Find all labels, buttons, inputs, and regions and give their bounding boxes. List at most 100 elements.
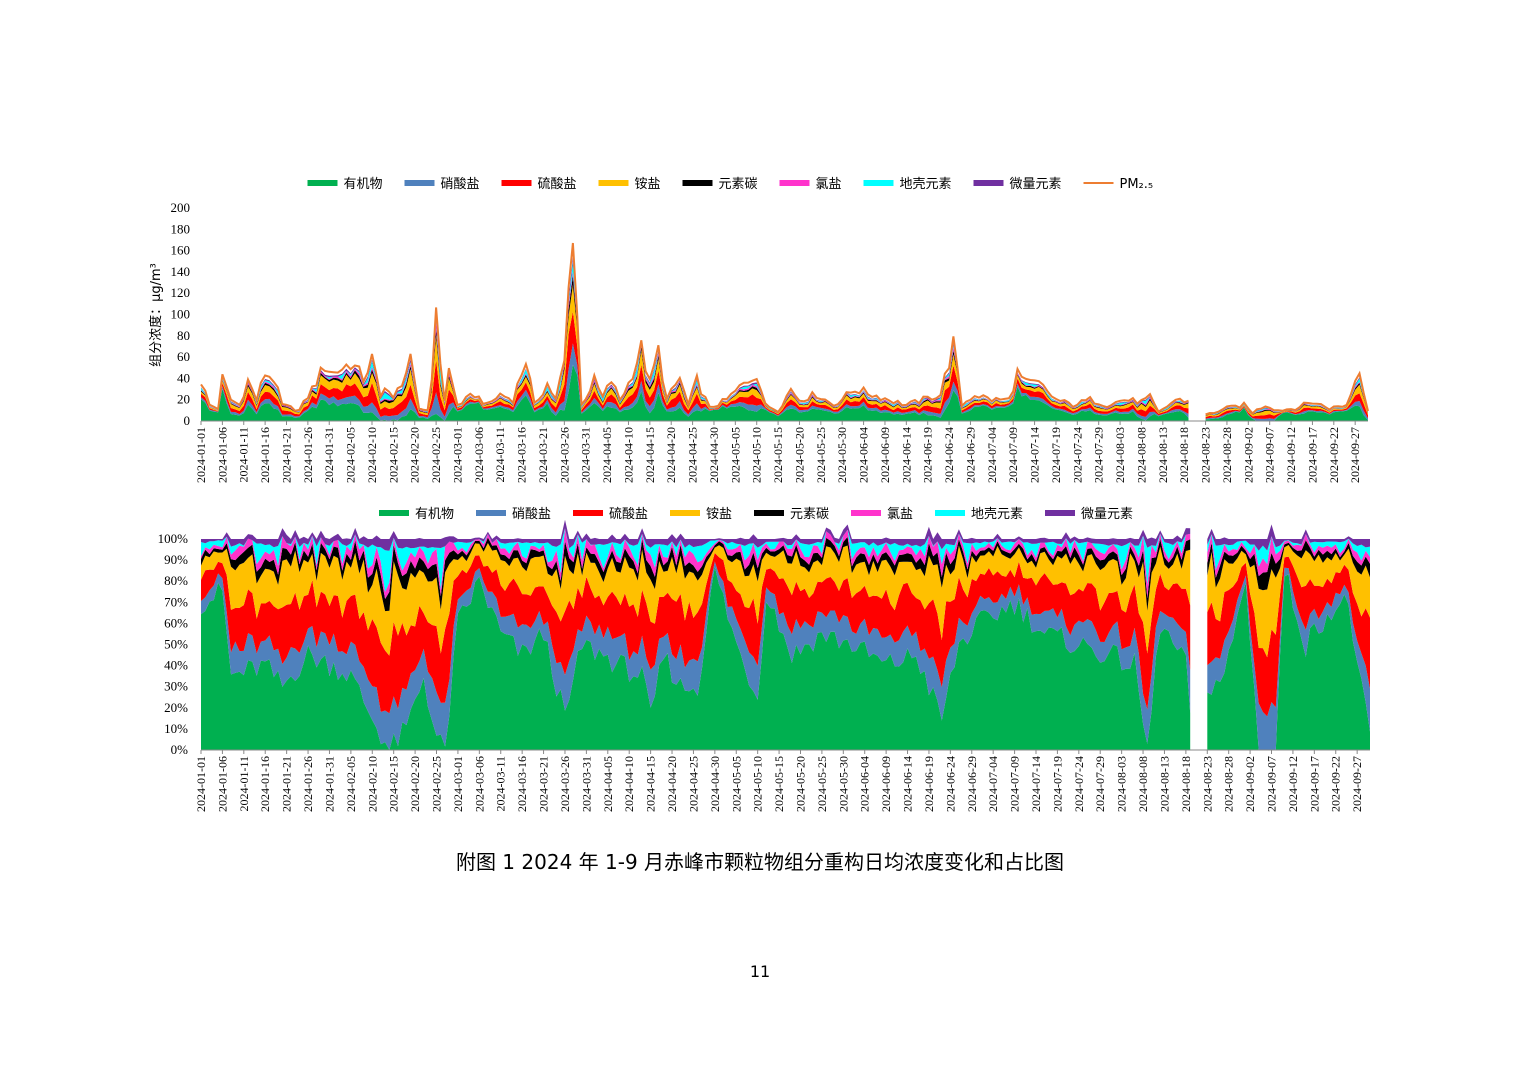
legend-label: 元素碳 — [790, 507, 829, 522]
x-tick-label: 2024-01-06 — [215, 756, 229, 812]
x-tick-label: 2024-05-20 — [792, 427, 806, 483]
x-tick-label: 2024-08-08 — [1134, 427, 1148, 483]
x-tick-label: 2024-05-25 — [815, 756, 829, 812]
y-tick-label: 10% — [164, 721, 188, 736]
area-硫酸盐 — [1205, 393, 1368, 419]
legend-item: 微量元素 — [973, 177, 1062, 192]
x-tick-label: 2024-07-09 — [1008, 756, 1022, 812]
legend-item: 有机物 — [379, 507, 454, 522]
legend-swatch — [476, 510, 506, 516]
x-tick-label: 2024-01-01 — [194, 427, 208, 483]
x-tick-label: 2024-02-15 — [386, 427, 400, 483]
x-tick-label: 2024-07-14 — [1028, 427, 1042, 483]
x-tick-label: 2024-06-04 — [857, 427, 871, 483]
x-tick-label: 2024-01-01 — [194, 756, 208, 812]
x-tick-label: 2024-09-22 — [1329, 756, 1343, 812]
x-tick-label: 2024-03-16 — [515, 427, 529, 483]
x-tick-label: 2024-08-28 — [1220, 427, 1234, 483]
x-tick-label: 2024-01-16 — [258, 427, 272, 483]
legend-label: 硝酸盐 — [441, 177, 480, 192]
x-tick-label: 2024-05-15 — [772, 756, 786, 812]
x-tick-label: 2024-05-20 — [793, 756, 807, 812]
x-tick-label: 2024-05-10 — [750, 427, 764, 483]
x-tick-label: 2024-01-21 — [279, 427, 293, 483]
legend-item: 元素碳 — [754, 507, 829, 522]
legend-swatch — [779, 180, 810, 186]
legend-swatch — [670, 510, 700, 516]
x-tick-label: 2024-04-25 — [686, 427, 700, 483]
area-铵盐 — [1207, 545, 1370, 658]
legend-label: 元素碳 — [719, 177, 758, 192]
pm25-line-layer — [200, 242, 1369, 416]
x-tick-label: 2024-03-31 — [579, 756, 593, 812]
y-tick-label: 60 — [177, 349, 190, 364]
area-硝酸盐 — [1207, 567, 1370, 750]
legend-item: 硝酸盐 — [476, 507, 551, 522]
x-tick-label: 2024-04-15 — [644, 756, 658, 812]
area-氯盐 — [201, 528, 1191, 599]
x-tick-label: 2024-02-25 — [429, 427, 443, 483]
y-tick-label: 20% — [164, 700, 188, 715]
legend-label: 地壳元素 — [900, 177, 952, 192]
legend-swatch — [754, 510, 784, 516]
area-硫酸盐 — [201, 553, 1191, 714]
x-tick-label: 2024-07-09 — [1006, 427, 1020, 483]
y-tick-label: 140 — [171, 264, 191, 279]
legend-item: 硫酸盐 — [501, 177, 577, 192]
proportion-axes: 0% 10% 20% 30% 40% 50% 60% 70% 80% 90% 100% 2024-01… — [158, 531, 1370, 812]
x-tick-label: 2024-02-15 — [387, 756, 401, 812]
x-tick-label: 2024-09-17 — [1305, 427, 1319, 483]
legend-label: 有机物 — [415, 507, 454, 522]
y-tick-label: 100% — [158, 531, 189, 546]
x-tick-label: 2024-05-15 — [771, 427, 785, 483]
figure-caption: 附图 1 2024 年 1-9 月赤峰市颗粒物组分重构日均浓度变化和占比图 — [455, 850, 1065, 874]
legend-item: 硝酸盐 — [404, 177, 480, 192]
y-tick-label: 60% — [164, 615, 188, 630]
legend-item: 氯盐 — [779, 177, 842, 192]
x-tick-label: 2024-08-18 — [1177, 427, 1191, 483]
legend-item: 氯盐 — [851, 507, 913, 522]
y-tick-label: 80% — [164, 573, 188, 588]
legend-swatch — [573, 510, 603, 516]
legend-swatch — [307, 180, 338, 186]
area-地壳元素 — [1207, 534, 1370, 570]
x-tick-label: 2024-08-23 — [1199, 427, 1213, 483]
x-tick-label: 2024-09-07 — [1263, 427, 1277, 483]
x-tick-label: 2024-04-20 — [664, 427, 678, 483]
y-tick-label: 120 — [171, 285, 191, 300]
x-tick-label: 2024-08-08 — [1136, 756, 1150, 812]
x-tick-label: 2024-06-29 — [963, 427, 977, 483]
x-tick-label: 2024-02-05 — [344, 756, 358, 812]
legend-label: 地壳元素 — [971, 507, 1023, 522]
x-tick-label: 2024-01-31 — [322, 427, 336, 483]
x-tick-label: 2024-07-24 — [1072, 756, 1086, 812]
area-有机物 — [1205, 405, 1368, 421]
legend-label: 铵盐 — [635, 177, 661, 192]
legend-swatch — [973, 180, 1004, 186]
y-tick-label: 20 — [177, 392, 190, 407]
x-tick-label: 2024-03-01 — [450, 427, 464, 483]
y-tick-label: 40% — [164, 658, 188, 673]
y-tick-label: 100 — [171, 307, 191, 322]
area-氯盐 — [1207, 534, 1370, 578]
area-有机物 — [201, 566, 1191, 750]
x-tick-label: 2024-01-11 — [237, 427, 251, 483]
x-tick-label: 2024-06-29 — [965, 756, 979, 812]
area-硝酸盐 — [201, 561, 1191, 750]
legend-swatch — [598, 180, 629, 186]
area-铵盐 — [1205, 384, 1368, 418]
x-tick-label: 2024-04-05 — [601, 756, 615, 812]
concentration-axes: 0 20 40 60 80 100 120 140 160 180 200 组分浓度：μg/m³ 202… — [148, 200, 1368, 483]
legend-item: 地壳元素 — [935, 507, 1023, 522]
y-axis-label: 组分浓度：μg/m³ — [148, 263, 164, 367]
legend-label: 硝酸盐 — [512, 507, 551, 522]
x-tick-label: 2024-02-20 — [408, 427, 422, 483]
x-tick-label: 2024-04-10 — [621, 427, 635, 483]
x-tick-label: 2024-08-03 — [1113, 427, 1127, 483]
x-tick-label: 2024-02-10 — [365, 427, 379, 483]
bottom-chart-legend: 有机物 硝酸盐 硫酸盐 铵盐 元素碳 氯盐 地壳元素 微量元素 — [379, 507, 1133, 522]
x-tick-label: 2024-04-25 — [686, 756, 700, 812]
x-tick-label: 2024-04-05 — [600, 427, 614, 483]
legend-item: PM₂.₅ — [1083, 177, 1153, 192]
